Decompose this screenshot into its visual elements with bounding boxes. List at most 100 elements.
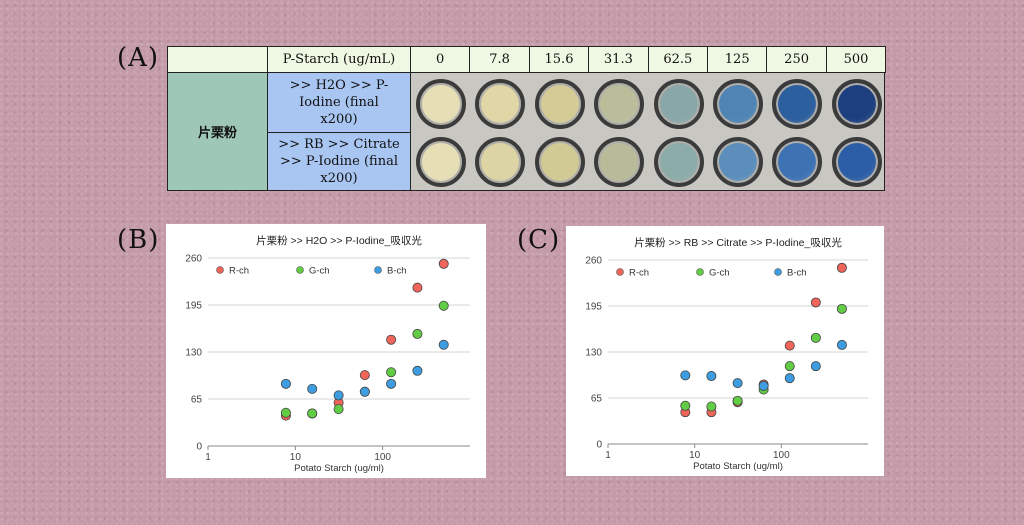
- legend-label: R-ch: [629, 268, 649, 279]
- data-point-b-ch: [359, 386, 370, 397]
- data-point-g-ch: [412, 328, 423, 339]
- data-point-r-ch: [784, 340, 795, 351]
- legend-marker: [696, 268, 704, 276]
- chart-b: 片栗粉 >> H2O >> P-Iodine_吸収光 0 65 130 195 260 1 1…: [185, 234, 470, 474]
- well-row2: [534, 137, 585, 187]
- data-point-r-ch: [810, 297, 821, 308]
- data-point-b-ch: [333, 390, 344, 401]
- y-tick-label: 130: [185, 348, 202, 359]
- y-tick-label: 65: [591, 394, 603, 405]
- concentration-header-cell: 7.8: [469, 46, 530, 73]
- data-point-r-ch: [386, 334, 397, 345]
- y-tick-label: 130: [585, 348, 602, 359]
- concentration-header-label: P-Starch (ug/mL): [267, 46, 411, 73]
- table-corner-cell: [167, 46, 268, 73]
- data-point-b-ch: [438, 339, 449, 350]
- well-row2: [713, 137, 763, 187]
- x-tick-label: 1: [205, 452, 211, 463]
- well-row2: [772, 137, 823, 187]
- legend-label: G-ch: [309, 266, 330, 277]
- y-tick-label: 195: [585, 302, 602, 313]
- legend-label: B-ch: [387, 266, 407, 277]
- data-point-b-ch: [706, 371, 717, 382]
- well-row2: [831, 137, 882, 187]
- data-point-b-ch: [732, 378, 743, 389]
- panel-b-letter: (B): [117, 225, 160, 255]
- x-axis-label: Potato Starch (ug/ml): [693, 461, 783, 472]
- x-tick-label: 10: [689, 450, 701, 461]
- well-row2: [475, 137, 526, 187]
- legend-marker: [616, 268, 624, 276]
- well-row1: [653, 79, 704, 129]
- legend-marker: [774, 268, 782, 276]
- panel-a-letter: (A): [117, 43, 160, 73]
- y-tick-label: 65: [191, 395, 203, 406]
- data-point-g-ch: [680, 400, 691, 411]
- y-tick-label: 260: [185, 254, 202, 265]
- well-row1: [713, 79, 763, 129]
- data-point-b-ch: [386, 378, 397, 389]
- well-row1: [416, 79, 466, 129]
- y-tick-label: 195: [185, 301, 202, 312]
- concentration-header-cell: 15.6: [528, 46, 590, 73]
- data-point-b-ch: [280, 378, 291, 389]
- data-point-r-ch: [836, 262, 847, 273]
- well-row2: [653, 137, 704, 187]
- data-point-b-ch: [836, 339, 847, 350]
- well-plate-photo: [410, 72, 885, 191]
- data-point-g-ch: [810, 332, 821, 343]
- data-point-b-ch: [412, 365, 423, 376]
- data-point-g-ch: [784, 361, 795, 372]
- concentration-header-cell: 500: [825, 46, 887, 73]
- data-point-b-ch: [307, 383, 318, 394]
- data-point-g-ch: [732, 395, 743, 406]
- well-row1: [594, 79, 645, 129]
- data-point-g-ch: [386, 367, 397, 378]
- x-tick-label: 100: [374, 452, 391, 463]
- y-tick-label: 260: [585, 256, 602, 267]
- data-point-g-ch: [836, 303, 847, 314]
- data-point-r-ch: [438, 258, 449, 269]
- data-point-r-ch: [359, 370, 370, 381]
- concentration-header-cell: 31.3: [588, 46, 649, 73]
- data-point-b-ch: [810, 361, 821, 372]
- row2-condition-label: >> RB >> Citrate >> P-Iodine (final x200…: [267, 132, 411, 191]
- legend-marker: [374, 266, 382, 274]
- chart-c-box: 片栗粉 >> RB >> Citrate >> P-Iodine_吸収光 0 65 1…: [566, 226, 884, 476]
- x-axis-label: Potato Starch (ug/ml): [294, 463, 384, 474]
- chart-b-box: 片栗粉 >> H2O >> P-Iodine_吸収光 0 65 130 195 260 1 1…: [166, 224, 486, 478]
- concentration-header-cell: 62.5: [647, 46, 708, 73]
- legend-label: R-ch: [229, 266, 249, 277]
- y-tick-label: 0: [196, 442, 202, 453]
- data-point-g-ch: [280, 407, 291, 418]
- starch-plate-table: P-Starch (ug/mL) 片栗粉 >> H2O >> P-Iodine …: [167, 46, 887, 191]
- data-point-g-ch: [706, 401, 717, 412]
- legend-label: G-ch: [709, 268, 730, 279]
- chart-title: 片栗粉 >> RB >> Citrate >> P-Iodine_吸収光: [634, 236, 842, 249]
- legend-marker: [296, 266, 304, 274]
- concentration-header-cell: 250: [766, 46, 827, 73]
- x-tick-label: 100: [773, 450, 790, 461]
- sample-label: 片栗粉: [167, 72, 268, 191]
- data-point-g-ch: [438, 300, 449, 311]
- well-row2: [416, 137, 466, 187]
- data-point-b-ch: [758, 380, 769, 391]
- well-row1: [831, 79, 882, 129]
- y-tick-label: 0: [596, 440, 602, 451]
- well-row1: [475, 79, 526, 129]
- row1-condition-label: >> H2O >> P-Iodine (final x200): [267, 72, 411, 133]
- chart-c: 片栗粉 >> RB >> Citrate >> P-Iodine_吸収光 0 65 1…: [585, 236, 868, 472]
- well-row1: [534, 79, 585, 129]
- concentration-header-cell: 125: [707, 46, 768, 73]
- legend-label: B-ch: [787, 268, 807, 279]
- x-tick-label: 10: [290, 452, 302, 463]
- data-point-g-ch: [307, 408, 318, 419]
- data-point-b-ch: [680, 370, 691, 381]
- well-row1: [772, 79, 823, 129]
- data-point-b-ch: [784, 373, 795, 384]
- legend-marker: [216, 266, 224, 274]
- panel-c-letter: (C): [517, 225, 561, 255]
- data-point-g-ch: [333, 404, 344, 415]
- data-point-r-ch: [412, 282, 423, 293]
- well-row2: [594, 137, 645, 187]
